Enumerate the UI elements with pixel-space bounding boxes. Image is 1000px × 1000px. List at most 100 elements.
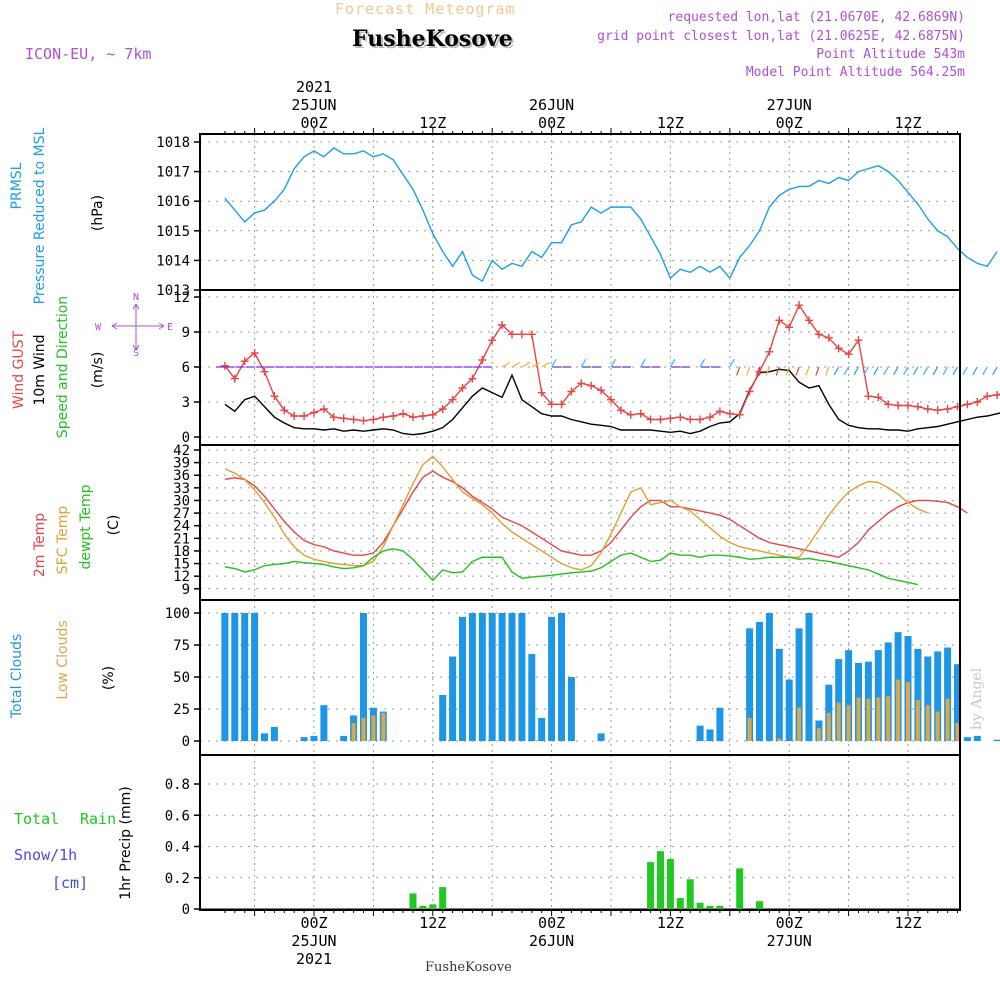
- grid: [200, 134, 960, 910]
- low-cloud-bar: [777, 738, 782, 741]
- total-cloud-bar: [251, 613, 259, 741]
- y-tick-label: 36: [173, 468, 190, 484]
- total-cloud-bar: [775, 648, 783, 741]
- rain-bar: [686, 879, 694, 909]
- gust-point: [755, 367, 764, 376]
- total-cloud-bar: [498, 613, 506, 741]
- gust-point: [785, 323, 794, 332]
- label-percent: (%): [101, 666, 117, 690]
- gust-point: [488, 336, 497, 345]
- wind-arrow: [902, 366, 909, 376]
- gust-point: [765, 347, 774, 356]
- wind-arrow: [580, 358, 587, 368]
- wind-arrow: [729, 358, 735, 368]
- gust-point: [745, 387, 754, 396]
- low-cloud-bar: [826, 712, 831, 741]
- gust-point: [725, 409, 734, 418]
- total-cloud-bar: [449, 656, 457, 741]
- gust-point: [428, 410, 437, 419]
- gust-point: [379, 413, 388, 422]
- wind-arrow: [745, 366, 751, 376]
- y-tick-label: 42: [173, 443, 190, 459]
- gust-point: [666, 414, 675, 423]
- gust-point: [646, 415, 655, 424]
- y-tick-label: 100: [165, 606, 190, 622]
- y-tick-label: 75: [173, 638, 190, 654]
- label-hpa: (hPa): [90, 195, 106, 231]
- data-marks: [200, 147, 1000, 910]
- low-cloud-bar: [906, 682, 910, 741]
- rain-bar: [409, 893, 417, 909]
- total-cloud-bar: [954, 664, 961, 741]
- wind-arrow: [755, 366, 761, 376]
- gust-point: [636, 409, 645, 418]
- rain-bar: [756, 901, 763, 909]
- y-tick-label: 9: [182, 582, 190, 598]
- wind-arrow: [815, 366, 820, 376]
- rain-bar: [647, 862, 655, 909]
- gust-point: [805, 316, 813, 325]
- wind-arrow: [962, 366, 968, 376]
- total-cloud-bar: [765, 613, 773, 741]
- total-cloud-bar: [963, 737, 971, 741]
- label-ms: (m/s): [90, 352, 106, 389]
- low-cloud-bar: [955, 723, 960, 741]
- gust-point: [339, 414, 348, 423]
- time-label-bottom: 12Z: [419, 914, 446, 932]
- y-tick-label: 30: [173, 493, 190, 509]
- label-1hr-precip: 1hr Precip (mm): [118, 786, 134, 899]
- rain-bar: [657, 851, 664, 909]
- total-cloud-bar: [320, 705, 328, 741]
- y-tick-label: 0: [182, 430, 190, 446]
- rain-bar: [696, 902, 704, 909]
- rain-bar: [716, 905, 724, 909]
- wind-arrow: [511, 361, 521, 368]
- total-cloud-bar: [300, 737, 308, 741]
- gust-point: [834, 344, 843, 353]
- total-cloud-bar: [696, 725, 704, 741]
- label-pressure-msl: Pressure Reduced to MSL: [32, 127, 48, 304]
- gust-point: [686, 415, 695, 424]
- gust-point: [240, 357, 249, 366]
- wind-arrow: [795, 366, 800, 376]
- temp-line-2: [224, 548, 919, 586]
- y-tick-label: 1015: [156, 224, 190, 240]
- gust-point: [597, 386, 606, 395]
- gust-point: [894, 401, 903, 410]
- gust-point: [993, 391, 1000, 399]
- rain-bar: [429, 904, 437, 909]
- gust-point: [656, 415, 665, 424]
- gust-point: [626, 410, 635, 419]
- temp-line-0: [224, 470, 968, 558]
- gust-point: [438, 405, 447, 413]
- total-cloud-bar: [548, 616, 556, 741]
- requested-coords: requested lon,lat (21.0670E, 42.6869N): [667, 10, 965, 25]
- y-tick-label: 1013: [156, 283, 190, 299]
- gust-point: [923, 405, 932, 413]
- low-cloud-bar: [896, 679, 901, 741]
- total-cloud-bar: [508, 613, 516, 741]
- low-cloud-bar: [935, 711, 940, 741]
- wind-gust-line: [224, 303, 1000, 422]
- gust-point: [547, 400, 556, 409]
- compass-e: E: [167, 322, 173, 333]
- y-tick-label: 9: [182, 325, 190, 341]
- low-cloud-bar: [747, 717, 752, 741]
- wind-arrow: [972, 366, 978, 376]
- y-tick-label: 0.2: [165, 871, 190, 887]
- time-label-top: 12Z: [894, 114, 921, 132]
- total-cloud-bar: [835, 659, 843, 741]
- gust-point: [933, 406, 942, 415]
- gust-point: [280, 406, 289, 415]
- gust-point: [676, 413, 685, 422]
- rain-bar: [676, 898, 684, 909]
- total-cloud-bar: [270, 726, 278, 741]
- panel-frames: [199, 133, 961, 911]
- time-label-bottom: 12Z: [657, 914, 684, 932]
- y-tick-label: 18: [173, 544, 190, 560]
- gust-point: [844, 350, 853, 359]
- y-tick-label: 25: [173, 702, 190, 718]
- axis-text: 1013101410151016101710180369129121518212…: [9, 78, 922, 968]
- total-cloud-bar: [706, 729, 714, 741]
